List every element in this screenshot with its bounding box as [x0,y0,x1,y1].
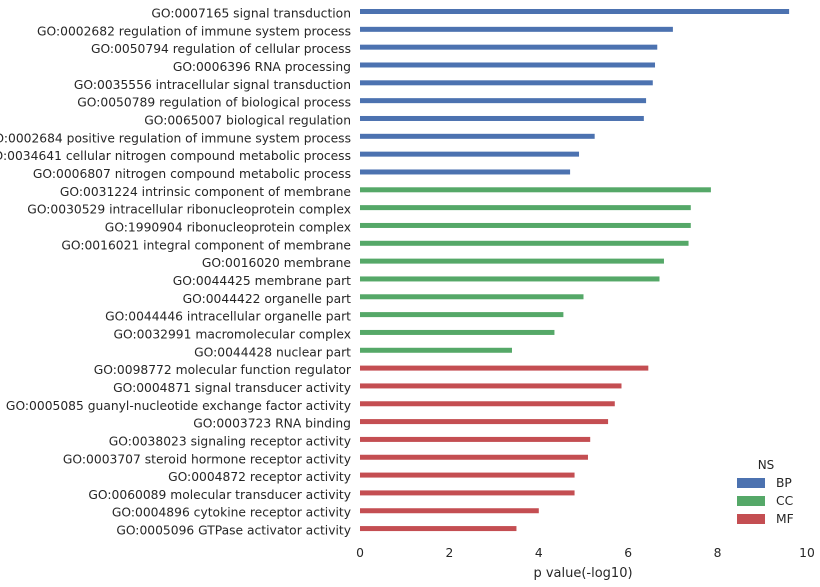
category-label: GO:0004896 cytokine receptor activity [112,506,351,520]
category-label: GO:0016021 integral component of membran… [61,238,351,252]
bar-cc [360,240,689,246]
bar-cc [360,187,711,193]
x-tick-label: 2 [445,546,453,560]
x-tick-label: 8 [714,546,722,560]
category-label: GO:0038023 signaling receptor activity [109,434,351,448]
category-label: GO:0005085 guanyl-nucleotide exchange fa… [6,399,351,413]
category-label: GO:0005096 GTPase activator activity [116,524,351,538]
category-label: GO:1990904 ribonucleoprotein complex [105,220,351,234]
category-label: GO:0044425 membrane part [173,274,351,288]
category-label: GO:0031224 intrinsic component of membra… [60,185,351,199]
bar-bp [360,98,647,104]
category-label: GO:0007165 signal transduction [151,7,351,21]
category-label: GO:0034641 cellular nitrogen compound me… [0,149,351,163]
category-label: GO:0006396 RNA processing [173,60,351,74]
legend-label-cc: CC [776,494,793,508]
x-axis-title: p value(-log10) [533,566,632,581]
bar-cc [360,258,664,264]
bar-cc [360,294,584,300]
category-label: GO:0003707 steroid hormone receptor acti… [63,452,351,466]
x-tick-label: 4 [535,546,543,560]
bar-mf [360,383,622,389]
legend-label-mf: MF [776,512,794,526]
category-label: GO:0098772 molecular function regulator [94,363,352,377]
bar-bp [360,151,580,157]
legend-entries: BP CC MF [737,476,794,526]
bar-mf [360,490,575,496]
bar-mf [360,401,615,407]
bar-mf [360,454,588,460]
bar-mf [360,526,517,532]
bar-bp [360,9,790,14]
category-labels: GO:0007165 signal transduction GO:0002682… [0,7,352,538]
legend-title: NS [758,458,775,472]
bar-cc [360,329,555,335]
bar-cc [360,347,512,353]
category-label: GO:0002684 positive regulation of immune… [0,131,351,145]
bar-bp [360,133,595,139]
bar-bp [360,169,571,175]
x-tick-label: 6 [624,546,632,560]
bar-cc [360,205,691,211]
x-axis-ticks: 0 2 4 6 8 10 [356,546,815,560]
category-label: GO:0002682 regulation of immune system p… [37,24,351,38]
bar-bp [360,62,656,68]
x-tick-label: 10 [799,546,815,560]
bar-bp [360,26,673,32]
category-label: GO:0004871 signal transducer activity [113,381,351,395]
bar-bp [360,80,653,86]
bar-mf [360,419,609,425]
category-label: GO:0065007 biological regulation [144,113,351,127]
category-label: GO:0050794 regulation of cellular proces… [91,42,351,56]
category-label: GO:0044428 nuclear part [194,345,351,359]
bar-cc [360,222,691,228]
bar-bp [360,44,658,50]
category-label: GO:0004872 receptor activity [168,470,351,484]
category-label: GO:0006807 nitrogen compound metabolic p… [33,167,351,181]
legend-swatch-bp [737,478,765,488]
category-label: GO:0003723 RNA binding [193,417,351,431]
x-tick-label: 0 [356,546,364,560]
bar-mf [360,472,575,478]
legend-label-bp: BP [776,476,792,490]
category-label: GO:0030529 intracellular ribonucleoprote… [27,203,351,217]
bars-layer [360,9,790,532]
bar-bp [360,115,644,121]
category-label: GO:0035556 intracellular signal transduc… [74,78,351,92]
legend-swatch-cc [737,496,765,506]
category-label: GO:0044422 organelle part [183,292,352,306]
bar-mf [360,436,591,442]
legend-swatch-mf [737,514,765,524]
bar-cc [360,276,660,282]
category-label: GO:0050789 regulation of biological proc… [77,96,351,110]
legend: NS BP CC MF [737,458,794,526]
category-label: GO:0032991 macromolecular complex [114,327,351,341]
bar-cc [360,312,564,318]
category-label: GO:0044446 intracellular organelle part [105,310,351,324]
bar-mf [360,508,539,514]
bar-mf [360,365,649,371]
category-label: GO:0060089 molecular transducer activity [88,488,351,502]
category-label: GO:0016020 membrane [202,256,351,270]
